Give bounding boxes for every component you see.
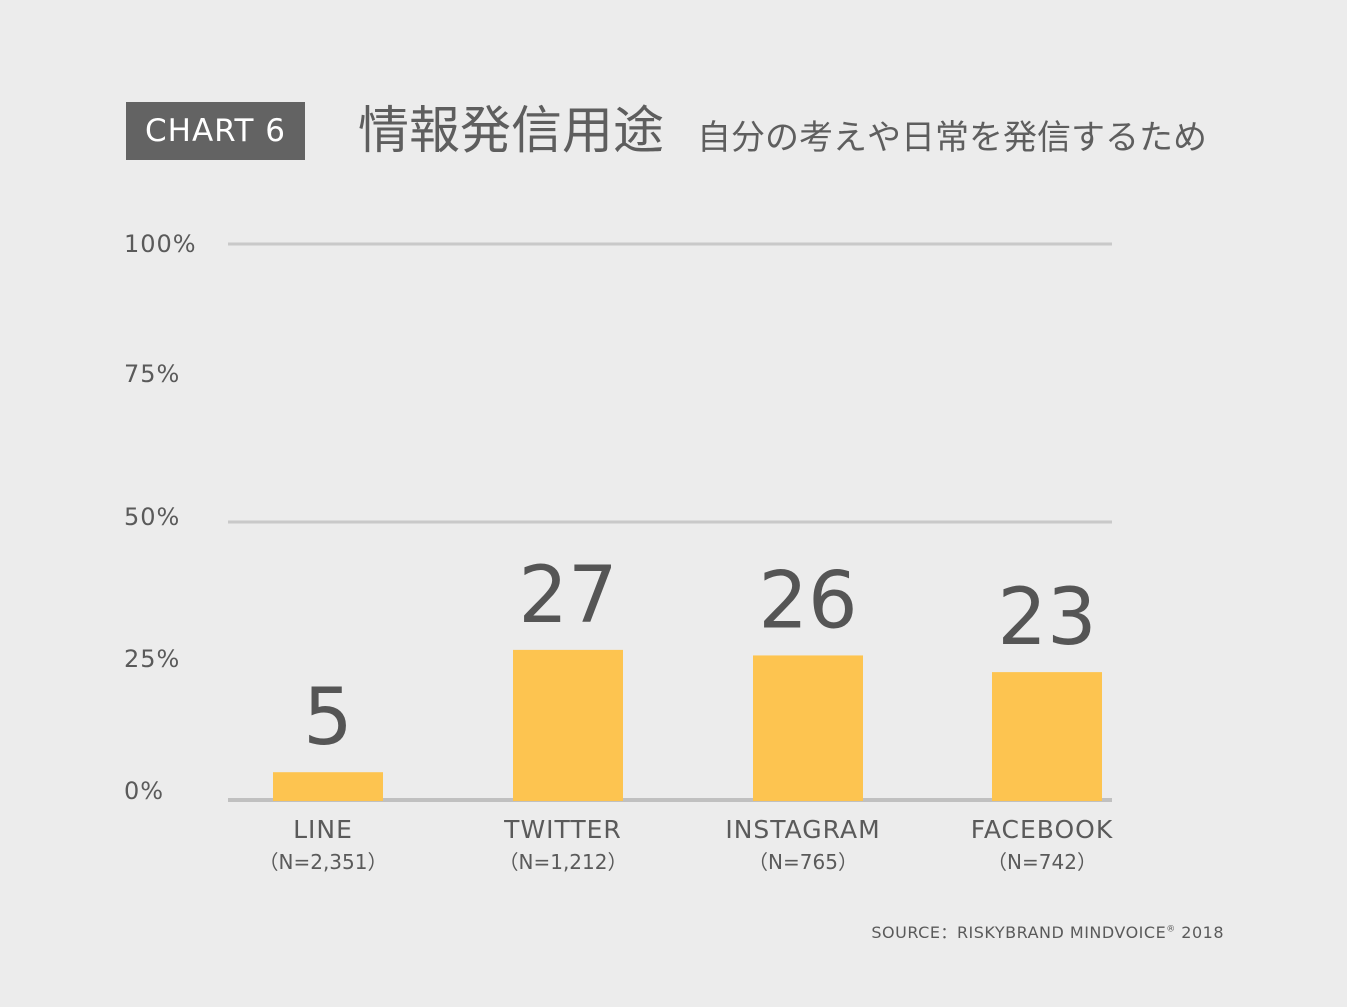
sample-size-label: （N=765） — [748, 850, 858, 874]
source-year: 2018 — [1181, 923, 1224, 942]
y-tick-label: 100% — [124, 230, 197, 258]
source-note: SOURCE：RISKYBRAND MINDVOICE® 2018 — [871, 919, 1224, 943]
y-tick-label: 50% — [124, 503, 180, 531]
bar-facebook — [992, 672, 1102, 801]
category-label: TWITTER — [503, 815, 622, 844]
registered-mark: ® — [1166, 924, 1176, 935]
category-label: FACEBOOK — [971, 815, 1113, 844]
sample-size-label: （N=2,351） — [259, 850, 388, 874]
bar-line — [273, 772, 383, 801]
y-tick-label: 75% — [124, 360, 180, 388]
category-label: INSTAGRAM — [725, 815, 880, 844]
y-tick-label: 25% — [124, 645, 180, 673]
y-tick-label: 0% — [124, 777, 164, 805]
sample-size-label: （N=742） — [987, 850, 1097, 874]
source-text: SOURCE：RISKYBRAND MINDVOICE — [871, 923, 1167, 942]
bar-twitter — [513, 649, 623, 801]
sample-size-label: （N=1,212） — [499, 850, 628, 874]
value-label: 5 — [303, 673, 353, 763]
bar-instagram — [753, 655, 863, 801]
chart-number-badge: CHART 6 — [126, 102, 305, 160]
value-label: 23 — [997, 573, 1096, 663]
value-label: 27 — [518, 551, 617, 641]
category-label: LINE — [293, 815, 353, 844]
value-label: 26 — [758, 556, 857, 646]
chart-subtitle: 自分の考えや日常を発信するため — [697, 118, 1207, 158]
chart-title: 情報発信用途 — [358, 102, 665, 161]
